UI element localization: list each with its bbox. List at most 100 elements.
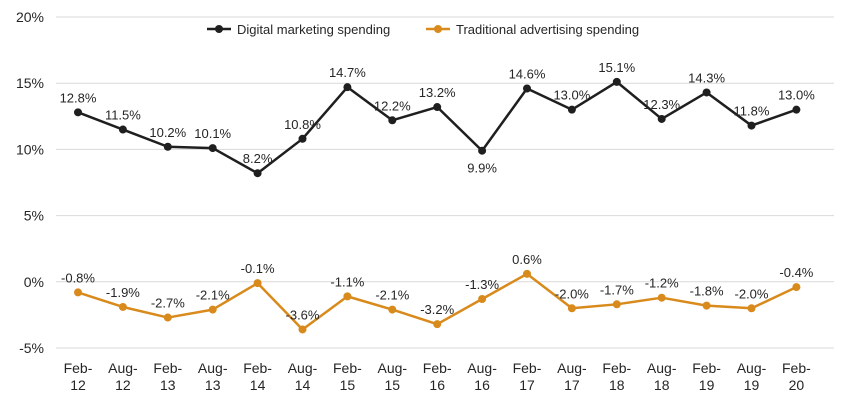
data-label: -2.1%: [375, 288, 409, 303]
data-point: [612, 77, 621, 86]
data-label: 10.1%: [194, 126, 231, 141]
y-tick-label: 20%: [16, 9, 44, 25]
data-label: 9.9%: [467, 161, 497, 176]
data-point: [702, 88, 711, 97]
x-tick-label: Aug-13: [198, 360, 228, 393]
data-point: [208, 144, 217, 153]
data-point: [433, 320, 442, 329]
data-label: 14.7%: [329, 65, 366, 80]
x-axis-ticks: Feb-12 Aug-12 Feb-13 Aug-13 Feb-14 Aug-14 Feb-…: [64, 360, 812, 393]
data-label: 10.8%: [284, 117, 321, 132]
data-point: [792, 283, 801, 292]
grid-lines: [56, 16, 834, 349]
data-label: 15.1%: [598, 60, 635, 75]
data-point: [523, 84, 531, 93]
y-tick-label: 15%: [16, 75, 44, 91]
data-label: 10.2%: [149, 125, 186, 140]
data-point: [478, 295, 487, 304]
x-tick-label: Aug-18: [647, 360, 677, 393]
data-point: [657, 293, 666, 302]
data-label: -1.2%: [645, 276, 679, 291]
data-label: 14.3%: [688, 70, 725, 85]
x-tick-label: Feb-17: [513, 360, 542, 393]
data-label: -0.4%: [779, 265, 813, 280]
legend-label: Traditional advertising spending: [456, 22, 639, 37]
y-tick-label: 10%: [16, 141, 44, 157]
data-label: 13.0%: [553, 88, 590, 103]
data-label: 0.6%: [512, 252, 542, 267]
y-tick-label: 0%: [24, 274, 44, 290]
data-point: [74, 108, 82, 117]
data-point: [567, 105, 576, 114]
data-label: -1.8%: [690, 284, 724, 299]
data-point: [747, 304, 756, 313]
x-tick-label: Aug-17: [557, 360, 587, 393]
data-point: [612, 300, 621, 309]
data-label: -0.8%: [61, 270, 95, 285]
series-group: [74, 77, 801, 334]
data-label: 13.0%: [778, 88, 815, 103]
data-label: -2.1%: [196, 288, 230, 303]
x-tick-label: Feb-15: [333, 360, 362, 393]
data-point: [702, 301, 711, 310]
data-label: 12.3%: [643, 97, 680, 112]
legend-swatch-marker: [434, 25, 442, 33]
data-label: 11.8%: [734, 104, 770, 119]
data-point: [74, 288, 82, 297]
data-label: 11.5%: [105, 108, 141, 123]
data-point: [298, 325, 307, 334]
y-tick-label: 5%: [24, 208, 44, 224]
data-point: [253, 279, 262, 288]
data-label: -3.6%: [286, 307, 320, 322]
x-tick-label: Feb-13: [153, 360, 182, 393]
data-point: [523, 269, 531, 278]
x-tick-label: Feb-20: [782, 360, 811, 393]
x-tick-label: Aug-15: [378, 360, 408, 393]
data-point: [478, 146, 487, 155]
data-label: -2.0%: [735, 286, 769, 301]
y-tick-label: -5%: [19, 340, 44, 356]
data-label: -3.2%: [420, 302, 454, 317]
x-tick-label: Aug-12: [108, 360, 138, 393]
data-label: 14.6%: [509, 66, 546, 81]
data-label: -1.9%: [106, 285, 140, 300]
x-tick-label: Aug-14: [288, 360, 318, 393]
data-label: -2.0%: [555, 286, 589, 301]
legend-label: Digital marketing spending: [237, 22, 390, 37]
y-axis-ticks: 20% 15% 10% 5% 0% -5%: [16, 9, 44, 356]
data-labels: 12.8% 11.5% 10.2% 10.1% 8.2% 10.8% 14.7% 12.2% 1…: [60, 60, 816, 323]
data-point: [253, 169, 262, 178]
data-label: -2.7%: [151, 296, 185, 311]
data-point: [792, 105, 801, 114]
x-tick-label: Feb-14: [243, 360, 272, 393]
data-point: [388, 116, 397, 125]
data-point: [163, 313, 172, 322]
data-label: 12.2%: [374, 98, 411, 113]
data-point: [388, 305, 397, 314]
data-point: [567, 304, 576, 313]
data-label: -1.7%: [600, 282, 634, 297]
data-point: [343, 83, 352, 92]
data-label: -1.1%: [330, 274, 364, 289]
data-point: [118, 125, 127, 134]
data-label: -0.1%: [241, 261, 275, 276]
x-tick-label: Aug-19: [737, 360, 767, 393]
data-point: [747, 121, 756, 130]
data-label: 8.2%: [243, 151, 273, 166]
x-tick-label: Feb-16: [423, 360, 452, 393]
data-label: -1.3%: [465, 277, 499, 292]
data-point: [343, 292, 352, 301]
data-point: [163, 142, 172, 151]
data-point: [118, 302, 127, 311]
x-tick-label: Aug-16: [467, 360, 497, 393]
data-point: [657, 114, 666, 123]
x-tick-label: Feb-12: [64, 360, 93, 393]
x-tick-label: Feb-19: [692, 360, 721, 393]
data-label: 12.8%: [60, 90, 97, 105]
data-point: [298, 134, 307, 143]
data-label: 13.2%: [419, 85, 456, 100]
data-point: [208, 305, 217, 314]
legend-swatch-marker: [215, 25, 223, 33]
legend: Digital marketing spending Traditional ad…: [207, 22, 639, 37]
